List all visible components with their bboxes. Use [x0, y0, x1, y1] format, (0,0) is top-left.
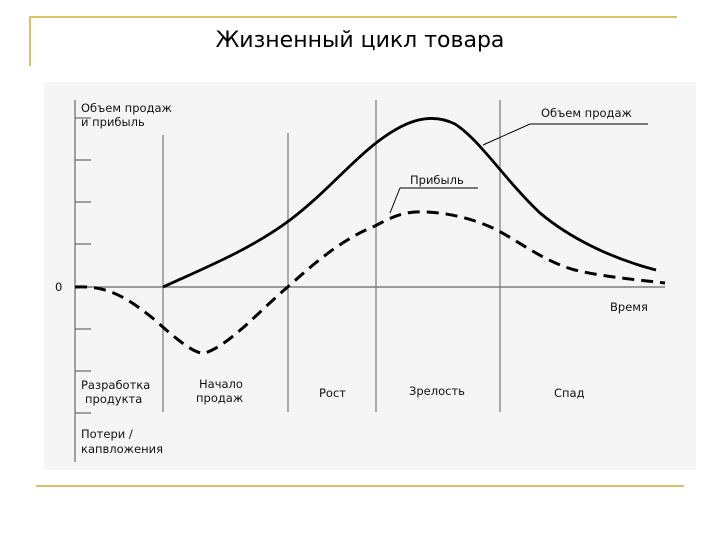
profit-label-pointer — [389, 187, 401, 214]
stage-label-decline: Спад — [554, 386, 585, 400]
losses-label: капвложения — [81, 442, 163, 456]
bottom-decoration-line — [36, 485, 684, 487]
sales-label-pointer — [482, 123, 531, 146]
losses-label: Потери / — [81, 427, 133, 441]
stage-label-introduction: продаж — [196, 391, 243, 405]
slide-title: Жизненный цикл товара — [215, 28, 505, 53]
stage-label-maturity: Зрелость — [409, 384, 465, 398]
stage-label-development: Разработка — [81, 378, 150, 392]
stage-label-growth: Рост — [319, 386, 346, 400]
title-decoration-top-line — [29, 16, 677, 18]
profit-curve — [74, 210, 666, 355]
sales-curve-label: Объем продаж — [541, 106, 632, 120]
y-axis-label: Объем продаж — [81, 101, 172, 115]
y-axis — [74, 100, 91, 462]
title-decoration-vertical-line — [29, 16, 31, 66]
zero-label: 0 — [55, 280, 62, 294]
time-axis-label: Время — [610, 300, 648, 314]
stage-label-introduction: Начало — [199, 377, 243, 391]
y-axis-label: и прибыль — [81, 115, 145, 129]
sales-curve — [162, 117, 657, 289]
stage-label-development: продукта — [85, 392, 142, 406]
profit-curve-label: Прибыль — [410, 173, 464, 187]
